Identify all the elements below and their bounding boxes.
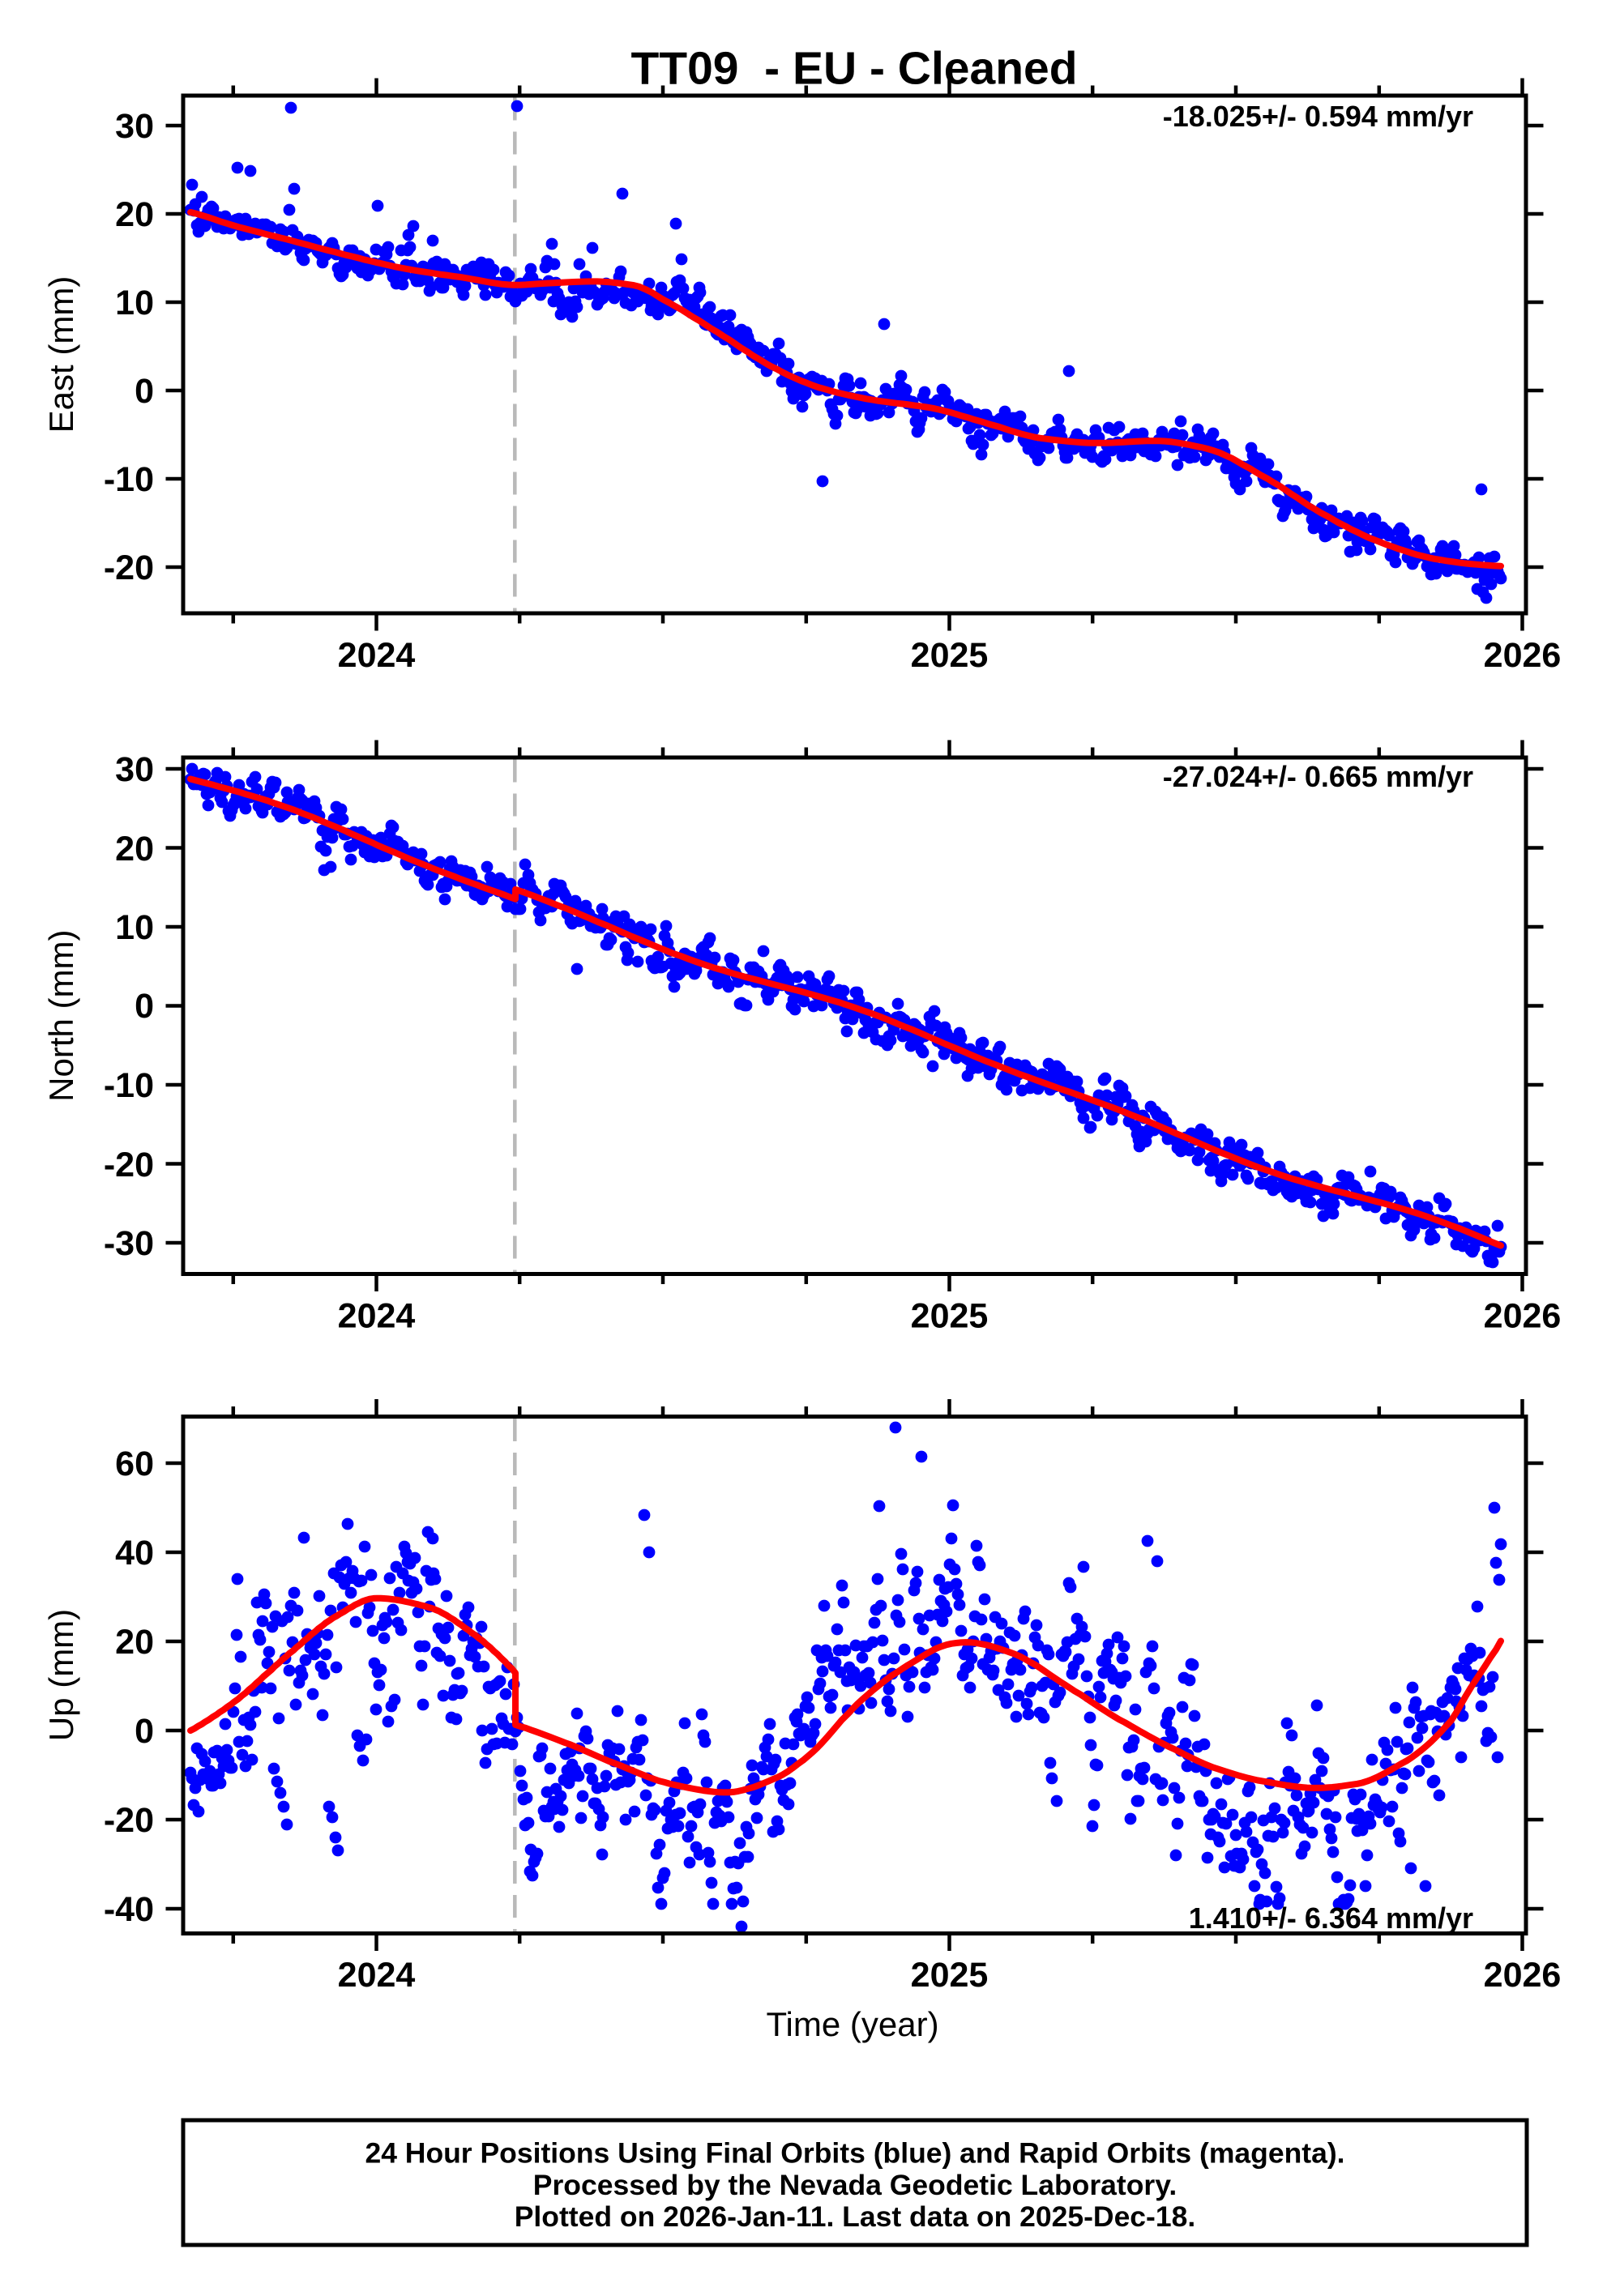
svg-text:2025: 2025 bbox=[911, 1297, 989, 1336]
svg-text:-20: -20 bbox=[104, 1146, 154, 1184]
svg-text:0: 0 bbox=[135, 987, 154, 1026]
svg-text:Processed by the Nevada Geodet: Processed by the Nevada Geodetic Laborat… bbox=[533, 2169, 1177, 2201]
svg-text:-20: -20 bbox=[104, 548, 154, 587]
svg-text:-10: -10 bbox=[104, 460, 154, 499]
svg-text:30: 30 bbox=[115, 750, 154, 789]
svg-text:10: 10 bbox=[115, 908, 154, 947]
svg-text:-20: -20 bbox=[104, 1801, 154, 1840]
svg-text:0: 0 bbox=[135, 372, 154, 411]
svg-text:-30: -30 bbox=[104, 1224, 154, 1263]
svg-text:20: 20 bbox=[115, 195, 154, 234]
svg-text:-18.025+/- 0.594 mm/yr: -18.025+/- 0.594 mm/yr bbox=[1163, 100, 1473, 133]
svg-text:2024: 2024 bbox=[338, 1956, 416, 1995]
svg-text:-10: -10 bbox=[104, 1066, 154, 1105]
svg-text:20: 20 bbox=[115, 1623, 154, 1662]
svg-text:Up (mm): Up (mm) bbox=[42, 1609, 80, 1741]
svg-text:Plotted on 2026-Jan-11. Last d: Plotted on 2026-Jan-11. Last data on 202… bbox=[515, 2200, 1195, 2233]
svg-text:24 Hour Positions Using Final: 24 Hour Positions Using Final Orbits (bl… bbox=[365, 2137, 1344, 2170]
svg-text:2026: 2026 bbox=[1484, 636, 1562, 675]
svg-text:0: 0 bbox=[135, 1712, 154, 1751]
svg-text:North (mm): North (mm) bbox=[42, 930, 80, 1102]
svg-text:2026: 2026 bbox=[1484, 1297, 1562, 1336]
svg-text:East (mm): East (mm) bbox=[42, 276, 80, 433]
svg-text:2025: 2025 bbox=[911, 636, 989, 675]
svg-text:2025: 2025 bbox=[911, 1956, 989, 1995]
svg-text:10: 10 bbox=[115, 284, 154, 322]
svg-text:20: 20 bbox=[115, 830, 154, 868]
svg-text:60: 60 bbox=[115, 1445, 154, 1483]
svg-text:40: 40 bbox=[115, 1534, 154, 1573]
svg-text:Time (year): Time (year) bbox=[766, 2005, 938, 2043]
svg-text:2024: 2024 bbox=[338, 636, 416, 675]
svg-text:TT09 - EU - Cleaned: TT09 - EU - Cleaned bbox=[630, 43, 1077, 95]
svg-text:-27.024+/- 0.665 mm/yr: -27.024+/- 0.665 mm/yr bbox=[1163, 760, 1473, 793]
svg-text:2024: 2024 bbox=[338, 1297, 416, 1336]
svg-text:30: 30 bbox=[115, 107, 154, 146]
svg-text:1.410+/- 6.364 mm/yr: 1.410+/- 6.364 mm/yr bbox=[1189, 1901, 1473, 1935]
svg-text:2026: 2026 bbox=[1484, 1956, 1562, 1995]
svg-text:-40: -40 bbox=[104, 1890, 154, 1929]
